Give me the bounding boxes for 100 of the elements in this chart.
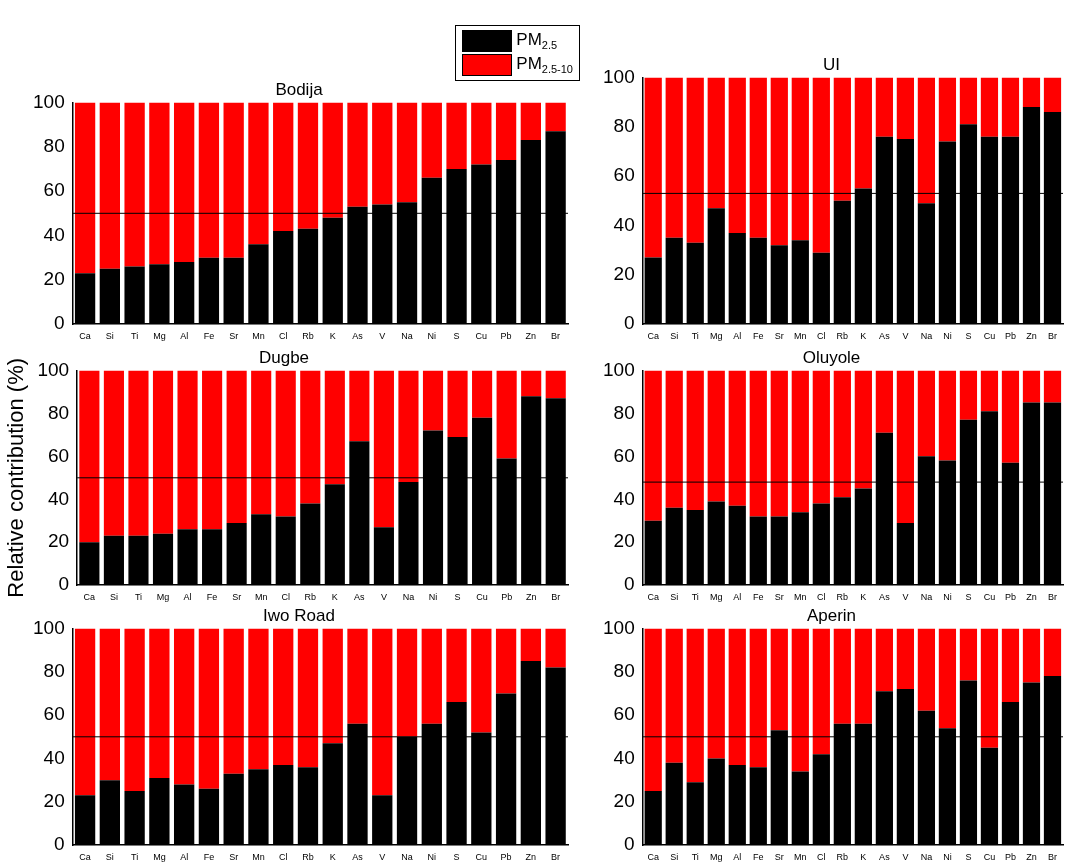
x-tick-label: Mn	[252, 852, 265, 863]
y-tick-label: 80	[613, 401, 635, 423]
y-tick-label: 40	[613, 746, 635, 768]
x-tick-label: Cl	[817, 852, 826, 863]
x-tick-label: V	[379, 331, 386, 342]
chart-title: UI	[823, 54, 840, 74]
legend-label: PM$_{2.5-10}$	[516, 54, 573, 76]
bar	[854, 77, 872, 189]
bar	[728, 370, 746, 506]
legend-label: PM$_{2.5}$	[516, 30, 558, 52]
x-tick-label: As	[879, 331, 891, 342]
bar	[198, 102, 220, 258]
bar	[854, 370, 872, 489]
bar	[446, 628, 467, 703]
x-tick-label: Ca	[647, 852, 659, 863]
bar	[495, 628, 517, 694]
bar	[644, 628, 662, 791]
bar	[347, 628, 368, 724]
y-tick-label: 60	[613, 164, 635, 186]
bar	[324, 370, 345, 485]
bar	[728, 628, 746, 765]
x-tick-label: Ni	[427, 852, 437, 863]
x-tick-label: Zn	[1026, 592, 1037, 603]
x-tick-label: V	[902, 592, 909, 603]
x-tick-label: Mn	[794, 331, 807, 342]
bar	[545, 628, 566, 668]
x-tick-label: Al	[180, 331, 189, 342]
bar	[495, 102, 517, 161]
x-tick-label: Mg	[710, 331, 723, 342]
x-tick-label: Sr	[229, 331, 239, 342]
bar	[938, 628, 957, 729]
bar	[349, 370, 370, 442]
y-tick-label: 100	[603, 65, 635, 87]
x-tick-label: Rb	[302, 331, 314, 342]
y-tick-label: 80	[47, 401, 70, 423]
bar	[173, 628, 195, 785]
bar	[959, 370, 978, 420]
bar	[322, 628, 343, 744]
bar	[770, 370, 788, 517]
x-tick-label: Ca	[79, 331, 91, 342]
bar	[665, 77, 683, 238]
y-tick-label: 100	[603, 358, 635, 380]
bar	[875, 77, 893, 137]
bar	[938, 77, 957, 142]
x-tick-label: Si	[105, 852, 114, 863]
bar	[447, 370, 468, 437]
bar	[149, 628, 170, 778]
bar	[99, 102, 120, 269]
chart-title: Iwo Road	[263, 605, 335, 625]
x-tick-label: Br	[1047, 592, 1057, 603]
y-tick-label: 60	[613, 703, 635, 725]
x-tick-label: Cl	[817, 592, 826, 603]
bar	[980, 628, 999, 748]
bar	[833, 628, 851, 724]
bar	[74, 628, 96, 796]
y-tick-label: 0	[624, 312, 635, 334]
bar	[79, 370, 100, 543]
x-tick-label: Al	[180, 852, 189, 863]
x-tick-label: Ni	[943, 852, 952, 863]
x-tick-label: Zn	[525, 852, 537, 863]
x-tick-label: Na	[920, 592, 933, 603]
x-tick-label: Pb	[501, 592, 513, 603]
bar	[749, 77, 767, 238]
bar	[833, 77, 851, 201]
x-tick-label: Ca	[79, 852, 91, 863]
bar	[644, 370, 662, 521]
bar	[472, 370, 493, 418]
bar	[173, 102, 195, 263]
x-tick-label: V	[902, 331, 909, 342]
bar	[297, 102, 319, 229]
bar	[124, 102, 145, 267]
x-tick-label: Cu	[983, 852, 996, 863]
x-tick-label: Si	[670, 331, 679, 342]
x-tick-label: Fe	[206, 592, 218, 603]
x-tick-label: Ti	[691, 331, 699, 342]
bar	[347, 102, 368, 207]
chart-title: Oluyole	[802, 347, 861, 367]
x-tick-label: Cl	[278, 852, 288, 863]
chart-title: Dugbe	[258, 347, 310, 367]
bar	[749, 370, 767, 517]
bar	[300, 370, 321, 504]
x-tick-label: Rb	[836, 592, 849, 603]
bar	[248, 102, 269, 245]
x-tick-label: As	[352, 852, 364, 863]
x-tick-label: Rb	[302, 852, 314, 863]
x-tick-label: S	[453, 331, 460, 342]
y-tick-label: 0	[624, 833, 635, 855]
x-tick-label: Fe	[203, 331, 215, 342]
x-tick-label: As	[352, 331, 364, 342]
bar	[686, 370, 704, 511]
x-tick-label: K	[860, 331, 867, 342]
x-tick-label: Ca	[647, 331, 659, 342]
x-tick-label: Mg	[153, 852, 166, 863]
bar	[74, 102, 96, 274]
bar	[1022, 628, 1041, 683]
x-tick-label: Cl	[817, 331, 826, 342]
bar	[496, 370, 517, 459]
bar	[149, 102, 170, 265]
y-tick-label: 100	[33, 90, 65, 112]
x-tick-label: Fe	[753, 852, 764, 863]
